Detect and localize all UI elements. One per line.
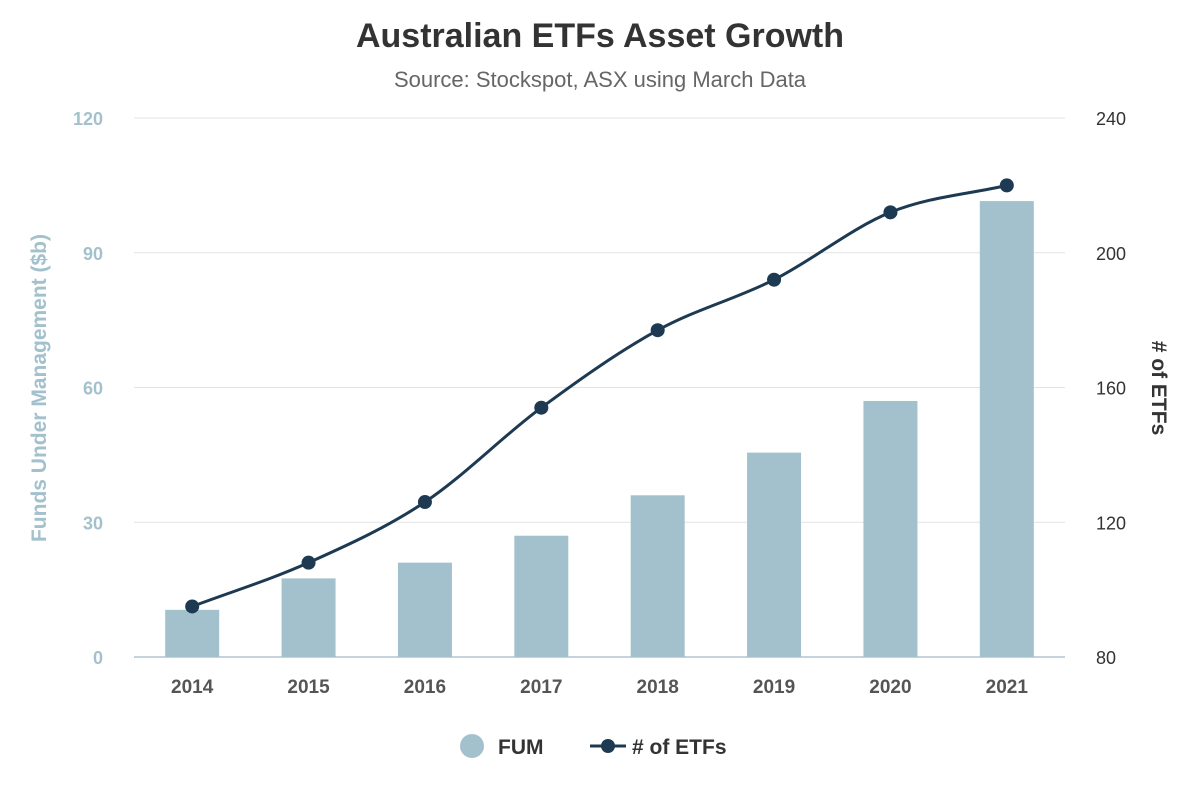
- axis-ticks: 0 30 60 90 120 80 120 160 200 240 2014 2015 2016 2017…: [73, 109, 1126, 698]
- y-left-tick-label: 90: [83, 244, 103, 264]
- y-right-tick-label: 120: [1096, 513, 1126, 533]
- chart-subtitle: Source: Stockspot, ASX using March Data: [394, 67, 807, 92]
- legend-etf-swatch: [601, 739, 615, 753]
- etf-point[interactable]: [767, 272, 782, 287]
- y-left-tick-label: 0: [93, 648, 103, 668]
- etf-point[interactable]: [185, 599, 200, 614]
- etf-point[interactable]: [999, 178, 1014, 193]
- x-tick-label: 2015: [287, 677, 330, 698]
- bar[interactable]: [747, 452, 802, 657]
- legend-fum-swatch: [460, 734, 484, 758]
- bar[interactable]: [165, 609, 220, 657]
- y-right-tick-label: 240: [1096, 109, 1126, 129]
- y-right-tick-label: 80: [1096, 648, 1116, 668]
- y-right-tick-label: 200: [1096, 244, 1126, 264]
- etf-count-line: [185, 178, 1014, 614]
- legend: FUM # of ETFs: [460, 734, 727, 759]
- chart-title: Australian ETFs Asset Growth: [356, 17, 844, 55]
- x-tick-label: 2014: [171, 677, 214, 698]
- bar[interactable]: [863, 400, 918, 657]
- y-left-tick-label: 60: [83, 379, 103, 399]
- y-right-tick-label: 160: [1096, 379, 1126, 399]
- etf-point[interactable]: [883, 205, 898, 220]
- bar[interactable]: [630, 495, 685, 657]
- etf-point[interactable]: [534, 400, 549, 415]
- x-tick-label: 2019: [753, 677, 795, 698]
- y-axis-left-title: Funds Under Management ($b): [28, 234, 51, 542]
- etf-point[interactable]: [301, 555, 316, 570]
- bar[interactable]: [281, 578, 336, 657]
- y-axis-right-title: # of ETFs: [1147, 341, 1170, 436]
- bar[interactable]: [979, 201, 1034, 658]
- x-tick-label: 2017: [520, 677, 562, 698]
- x-tick-label: 2020: [869, 677, 911, 698]
- etf-point[interactable]: [417, 495, 432, 510]
- etf-series-line: [191, 183, 1008, 608]
- y-left-tick-label: 120: [73, 109, 103, 129]
- etf-point[interactable]: [650, 323, 665, 338]
- bar[interactable]: [514, 535, 569, 657]
- legend-etf-label[interactable]: # of ETFs: [632, 736, 727, 759]
- x-tick-label: 2018: [637, 677, 679, 698]
- y-left-tick-label: 30: [83, 513, 103, 533]
- x-tick-label: 2021: [986, 677, 1029, 698]
- bar[interactable]: [397, 562, 452, 657]
- x-tick-label: 2016: [404, 677, 446, 698]
- legend-fum-label[interactable]: FUM: [498, 736, 544, 759]
- fum-bars: [165, 201, 1034, 658]
